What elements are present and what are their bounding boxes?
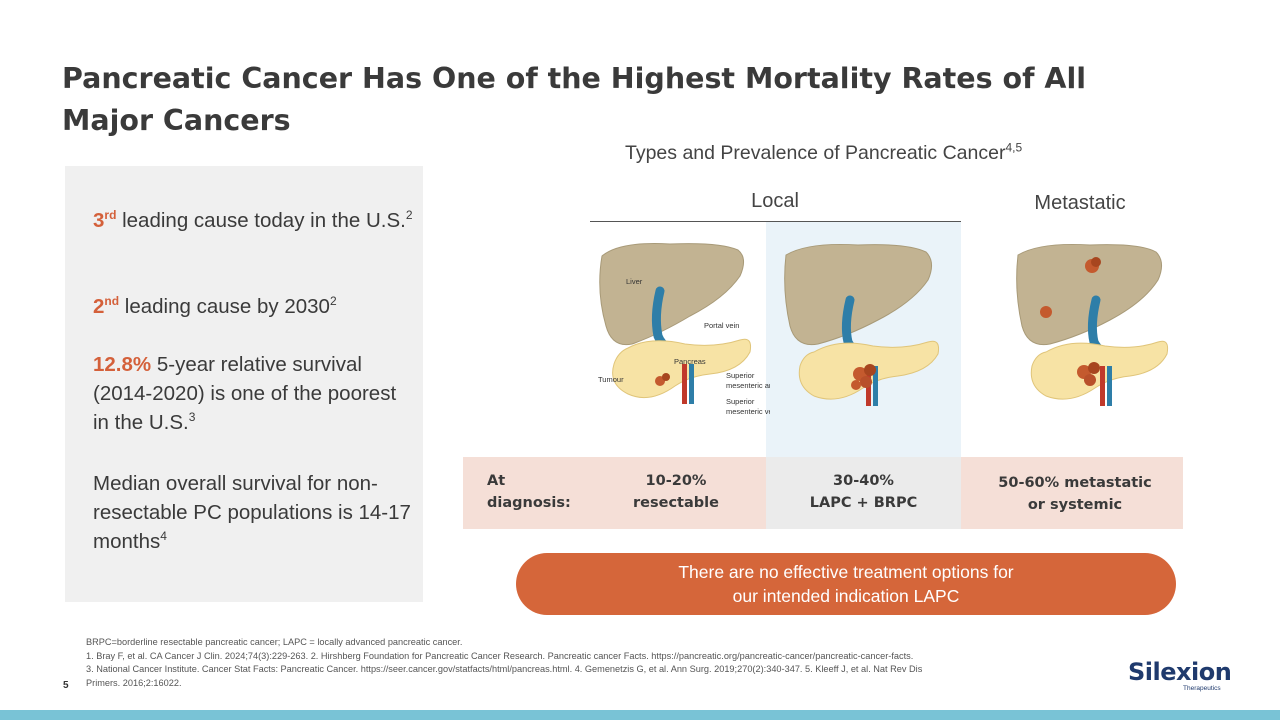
- anatomy-illustration-lapc: [784, 243, 939, 406]
- label-smv-1: Superior: [726, 397, 755, 406]
- stat-leading-cause-today: 3rd leading cause today in the U.S.2: [93, 208, 413, 232]
- diagnosis-row-resectable: At diagnosis: 10-20% resectable: [463, 457, 766, 529]
- slide-title: Pancreatic Cancer Has One of the Highest…: [62, 62, 1086, 137]
- no-treatment-banner: There are no effective treatment options…: [516, 553, 1176, 615]
- label-tumour: Tumour: [598, 375, 624, 384]
- diagnosis-label: At diagnosis:: [487, 473, 571, 511]
- logo-wordmark: Silexion: [1128, 658, 1232, 686]
- footnotes: BRPC=borderline resectable pancreatic ca…: [86, 637, 923, 688]
- label-portal-vein: Portal vein: [704, 321, 739, 330]
- resectable-value: 10-20% resectable: [633, 473, 719, 511]
- page-number: 5: [63, 680, 69, 691]
- local-bracket-line: [590, 221, 961, 222]
- label-sma-1: Superior: [726, 371, 755, 380]
- stat-median-survival: Median overall survival for non-resectab…: [93, 472, 411, 553]
- logo-subtitle: Therapeutics: [1183, 685, 1221, 692]
- metastatic-value: 50-60% metastatic or systemic: [998, 475, 1152, 513]
- local-label: Local: [751, 190, 799, 212]
- anatomy-illustration-metastatic: [1016, 243, 1169, 406]
- stat-five-year-survival: 12.8% 5-year relative survival (2014-202…: [93, 353, 397, 434]
- label-sma-2: mesenteric artery: [726, 381, 770, 390]
- stat-leading-cause-2030: 2nd leading cause by 20302: [93, 294, 337, 318]
- metastatic-label: Metastatic: [1034, 192, 1126, 214]
- silexion-logo: Silexion Therapeutics: [1128, 658, 1232, 692]
- bottom-accent-bar: [0, 710, 1280, 720]
- label-smv-2: mesenteric vein: [726, 407, 770, 416]
- diagnosis-row-metastatic: 50-60% metastatic or systemic: [961, 457, 1183, 529]
- key-stats-panel: [65, 166, 423, 602]
- diagnosis-row-lapc: 30-40% LAPC + BRPC: [766, 457, 961, 529]
- anatomy-illustration-resectable: Liver Portal vein Pancreas Tumour Superi…: [598, 243, 770, 416]
- prevalence-title: Types and Prevalence of Pancreatic Cance…: [625, 140, 1023, 165]
- label-liver: Liver: [626, 277, 643, 286]
- label-pancreas: Pancreas: [674, 357, 706, 366]
- lapc-value: 30-40% LAPC + BRPC: [809, 473, 918, 511]
